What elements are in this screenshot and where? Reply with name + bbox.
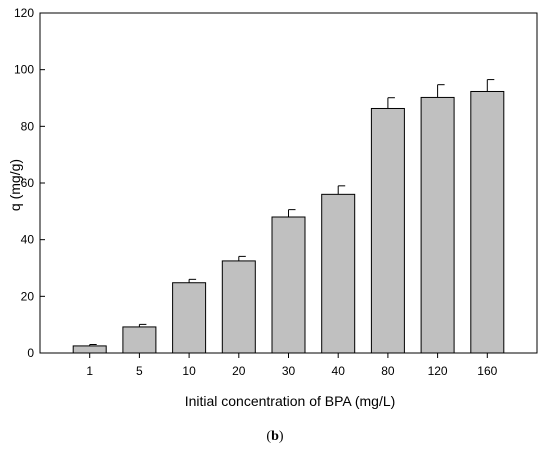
x-tick-label: 40 (332, 364, 346, 378)
bar (370, 107, 405, 354)
bar (122, 326, 157, 354)
y-tick-label: 100 (14, 63, 34, 77)
y-axis-title: q (mg/g) (7, 159, 23, 211)
y-tick-label: 0 (27, 346, 34, 360)
y-tick-label: 20 (21, 289, 35, 303)
bar (221, 260, 256, 354)
y-tick-label: 40 (21, 233, 35, 247)
error-bars (89, 79, 495, 346)
bar (72, 345, 107, 354)
x-tick-label: 120 (428, 364, 448, 378)
x-axis-title: Initial concentration of BPA (mg/L) (185, 393, 396, 409)
bar (172, 282, 207, 354)
x-tick-label: 10 (182, 364, 196, 378)
caption-close: ) (279, 429, 284, 444)
y-tick-label: 60 (21, 176, 35, 190)
caption-open: ( (266, 429, 271, 444)
x-tick-label: 80 (381, 364, 395, 378)
x-tick-label: 1 (86, 364, 93, 378)
y-tick-label: 80 (21, 119, 35, 133)
x-tick-label: 30 (282, 364, 296, 378)
caption-label: b (271, 429, 279, 444)
bar (420, 96, 455, 354)
y-tick-label: 120 (14, 6, 34, 20)
x-tick-label: 5 (136, 364, 143, 378)
x-tick-label: 160 (477, 364, 497, 378)
bar (470, 90, 505, 354)
figure-caption: (b) (266, 429, 283, 444)
x-axis-ticks: 1 5 10 20 30 40 80 120 160 (86, 353, 498, 378)
x-tick-label: 20 (232, 364, 246, 378)
bars (72, 90, 505, 354)
bar (321, 193, 356, 354)
y-axis-ticks: 0 20 40 60 80 100 120 (14, 6, 45, 360)
bar (271, 216, 306, 354)
